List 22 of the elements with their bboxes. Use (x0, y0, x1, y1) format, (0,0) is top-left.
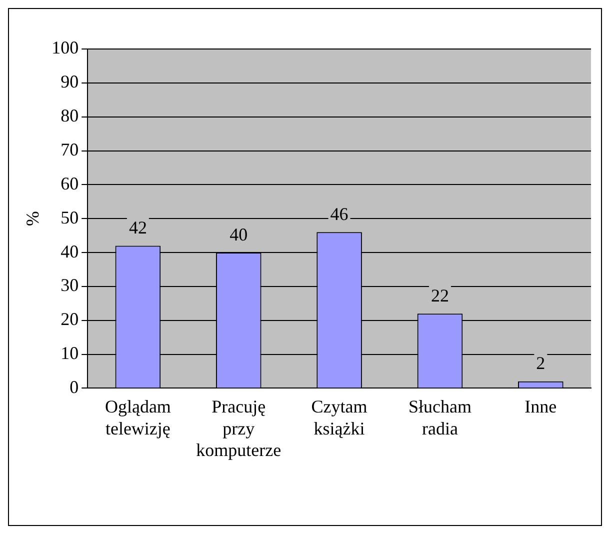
data-label: 46 (330, 204, 348, 224)
y-tick-label: 70 (60, 139, 79, 160)
y-tick-label: 90 (60, 72, 79, 92)
y-axis-title: % (22, 211, 43, 226)
y-tick-label: 10 (60, 343, 79, 364)
data-label: 2 (536, 353, 546, 374)
y-tick-label: 40 (60, 241, 79, 262)
y-tick-label: 60 (60, 173, 79, 194)
x-tick-label: Pracuję przy komputerze (196, 396, 282, 460)
y-tick-label: 30 (60, 275, 79, 296)
y-tick-label: 0 (70, 376, 79, 397)
y-tick-label: 50 (60, 207, 79, 228)
y-tick-label: 100 (52, 38, 79, 58)
data-label: 40 (230, 224, 248, 244)
y-tick-label: 80 (60, 106, 79, 126)
data-label: 42 (128, 217, 147, 238)
x-tick-label: Czytam książki (311, 396, 368, 438)
x-tick-label: Oglądam telewizję (104, 396, 171, 438)
x-tick-label: Inne (524, 396, 557, 417)
y-tick-label: 20 (60, 309, 79, 330)
x-tick-label: Słucham radia (408, 396, 472, 438)
data-label: 22 (430, 285, 449, 306)
